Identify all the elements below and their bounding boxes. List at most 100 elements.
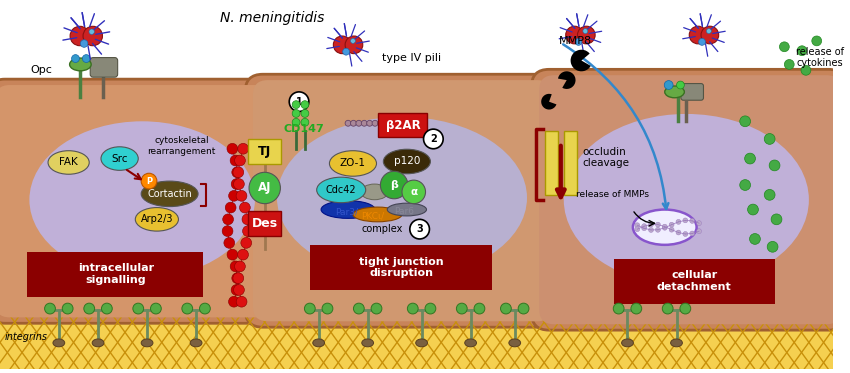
Ellipse shape [141,339,153,347]
Circle shape [44,303,55,314]
Circle shape [655,227,660,232]
Circle shape [797,46,807,56]
Wedge shape [558,71,575,89]
Circle shape [680,303,691,314]
Circle shape [84,303,94,314]
Circle shape [745,153,756,164]
Ellipse shape [633,210,697,245]
Circle shape [748,204,758,215]
Circle shape [71,54,79,62]
Circle shape [676,219,681,224]
Circle shape [249,172,280,204]
Circle shape [234,179,244,189]
Circle shape [227,143,238,154]
Circle shape [231,179,242,189]
Circle shape [361,120,367,126]
Circle shape [350,120,356,126]
Ellipse shape [383,149,430,174]
Ellipse shape [48,151,89,174]
Circle shape [689,26,707,44]
Circle shape [301,118,309,126]
Circle shape [697,229,701,233]
Text: Cortactin: Cortactin [147,189,192,199]
Circle shape [223,214,234,225]
Circle shape [83,26,103,46]
Circle shape [235,155,246,166]
Circle shape [89,29,94,34]
Circle shape [689,231,694,236]
Text: β: β [390,180,398,190]
Circle shape [779,42,790,52]
Text: ZO-1: ZO-1 [340,159,366,169]
Text: 1: 1 [296,97,303,107]
Circle shape [812,36,822,46]
Circle shape [235,261,246,272]
Text: Par3/: Par3/ [335,207,359,216]
Ellipse shape [353,207,402,222]
Circle shape [222,226,233,236]
Circle shape [701,26,718,44]
Circle shape [662,224,667,229]
Circle shape [322,303,333,314]
Circle shape [133,303,144,314]
Text: occludin
cleavage: occludin cleavage [582,147,629,168]
Text: tight junction
disruption: tight junction disruption [359,257,444,278]
Circle shape [238,143,248,154]
Ellipse shape [564,114,809,285]
Circle shape [676,230,681,235]
Circle shape [689,219,694,223]
Circle shape [371,303,382,314]
FancyBboxPatch shape [309,245,492,290]
Text: 2: 2 [430,134,437,144]
Text: Arp2/3: Arp2/3 [140,214,173,224]
Circle shape [613,303,624,314]
Wedge shape [541,94,557,110]
Circle shape [70,26,89,46]
Text: cytoskeletal
rearrangement: cytoskeletal rearrangement [147,136,216,156]
Text: FAK: FAK [60,157,78,167]
Circle shape [240,202,250,213]
Circle shape [372,120,378,126]
Ellipse shape [317,177,366,203]
Ellipse shape [362,339,373,347]
Circle shape [635,223,640,228]
Text: Des: Des [252,217,278,230]
Circle shape [655,222,660,227]
Circle shape [232,273,242,283]
Bar [0,316,833,369]
Ellipse shape [101,147,139,170]
Circle shape [377,120,383,126]
Text: β2AR: β2AR [386,119,421,132]
Circle shape [669,222,674,227]
Circle shape [474,303,484,314]
Circle shape [224,238,235,248]
Text: intracellular
signalling: intracellular signalling [77,263,154,285]
Circle shape [229,191,240,201]
Circle shape [182,303,193,314]
Bar [564,131,576,195]
FancyBboxPatch shape [245,74,557,327]
Text: PKCι/: PKCι/ [360,212,384,221]
Circle shape [425,303,436,314]
Text: Par6: Par6 [394,207,414,216]
Circle shape [642,224,647,229]
Text: MMP8: MMP8 [558,36,592,46]
Text: complex: complex [362,224,403,234]
Circle shape [101,303,112,314]
Ellipse shape [277,117,527,279]
Circle shape [232,167,242,178]
Circle shape [200,303,210,314]
Circle shape [366,120,372,126]
Circle shape [649,222,654,227]
Circle shape [304,303,315,314]
Circle shape [677,81,684,89]
Circle shape [233,167,244,178]
Circle shape [62,303,73,314]
Circle shape [699,38,705,45]
Circle shape [81,40,88,47]
Text: P: P [146,176,152,186]
Circle shape [768,241,778,252]
Circle shape [801,65,811,75]
Circle shape [764,134,775,144]
Circle shape [631,303,642,314]
